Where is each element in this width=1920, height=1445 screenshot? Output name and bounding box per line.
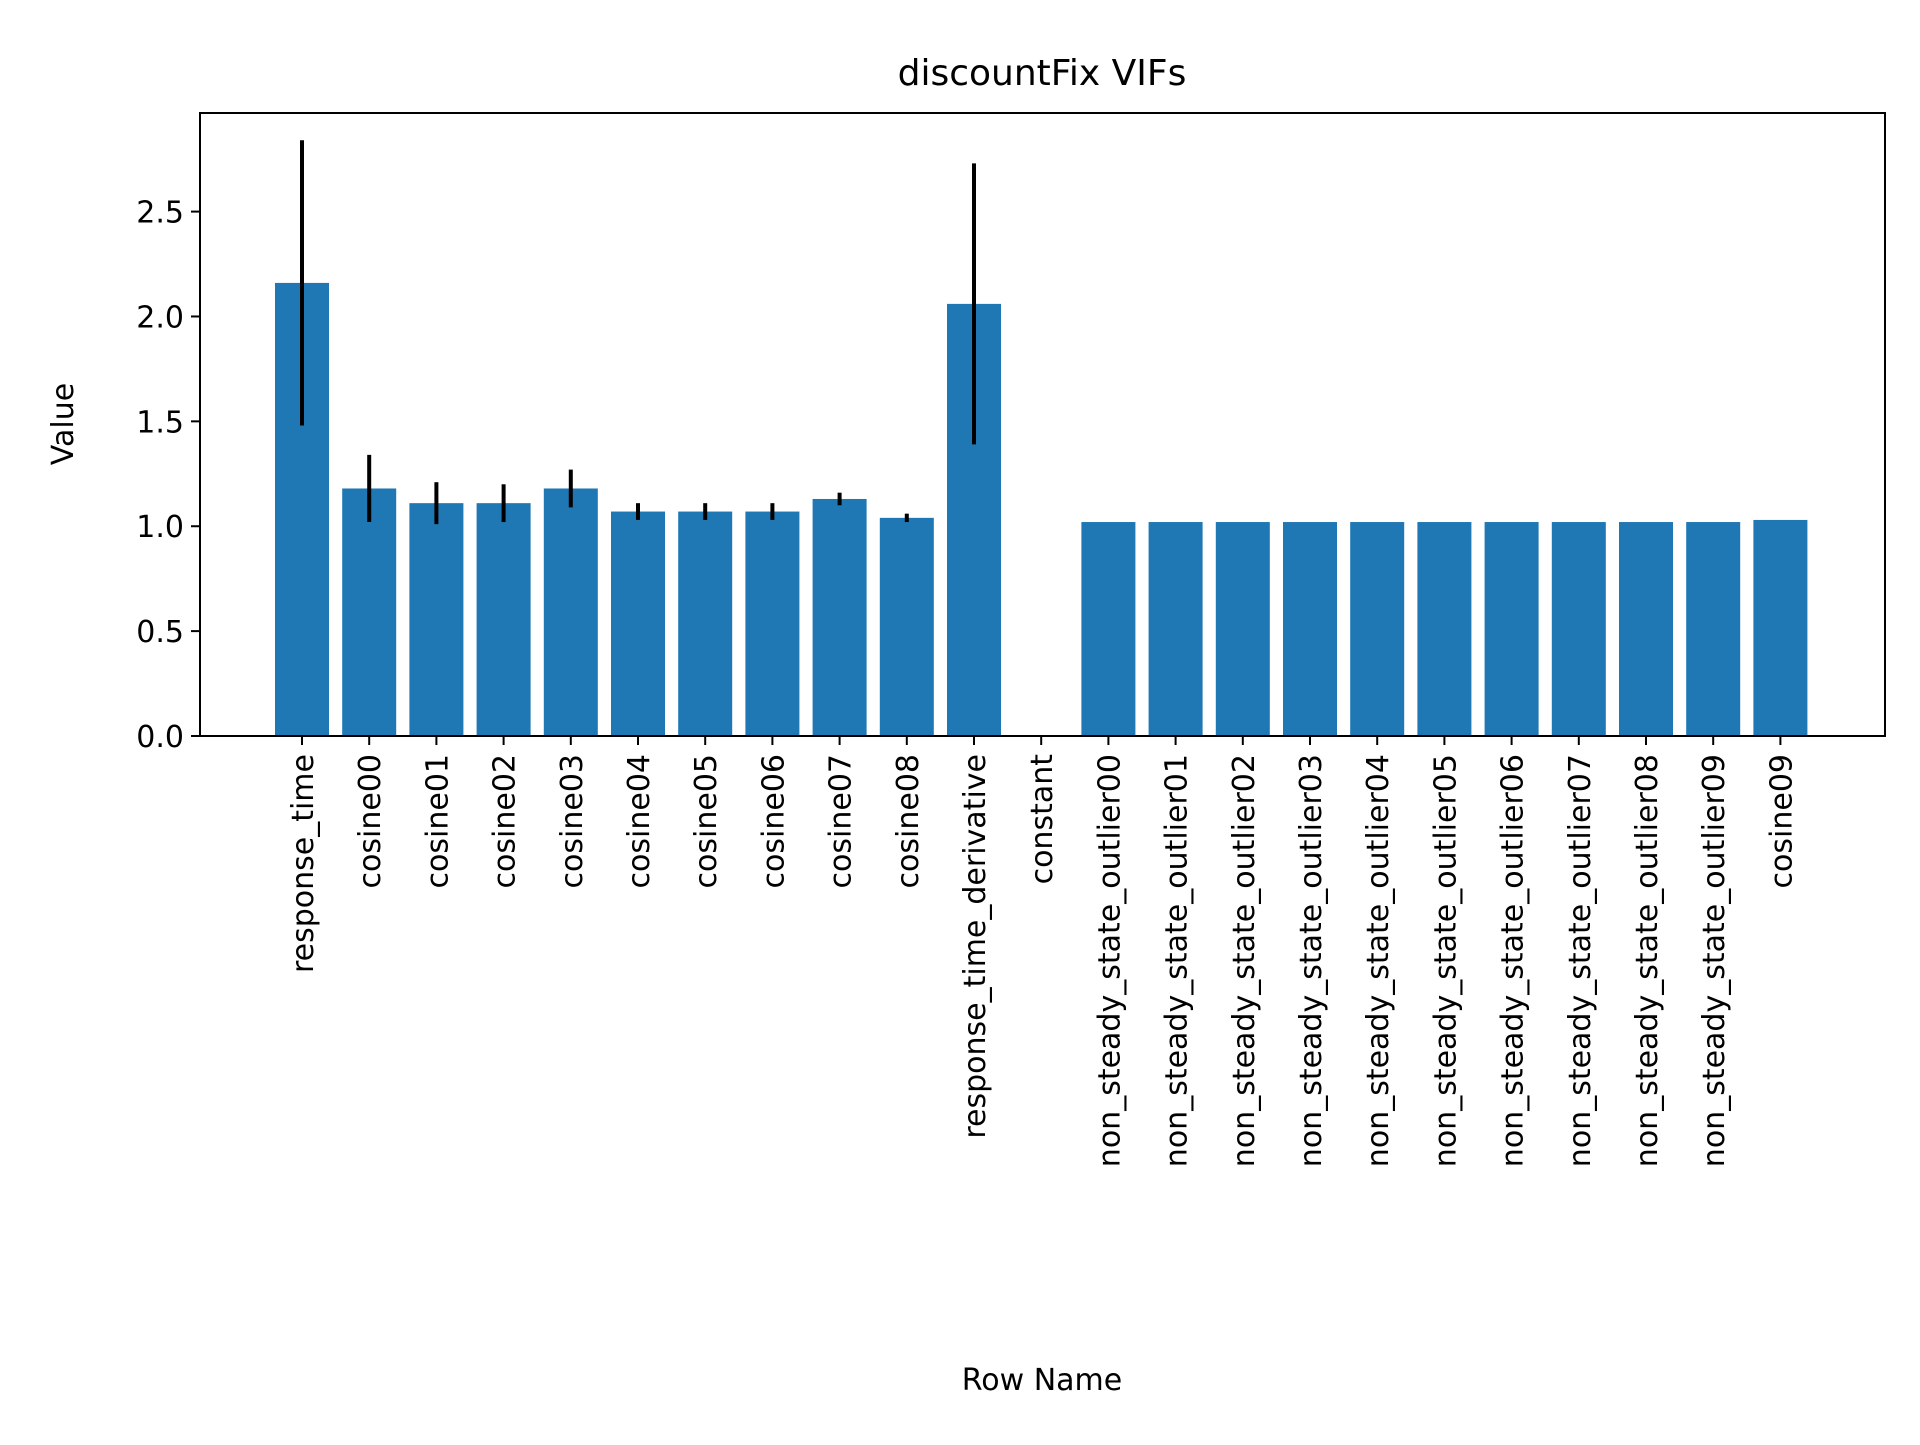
x-tick-label: cosine02 bbox=[488, 754, 523, 888]
bar-cosine05 bbox=[678, 511, 733, 736]
bar-non_steady_state_outlier05 bbox=[1417, 522, 1472, 736]
y-axis: 0.0 0.5 1.0 1.5 2.0 2.5 bbox=[136, 196, 200, 755]
x-tick-label: non_steady_state_outlier00 bbox=[1092, 754, 1127, 1167]
x-tick-label: cosine04 bbox=[622, 754, 657, 888]
bar-non_steady_state_outlier04 bbox=[1350, 522, 1405, 736]
x-tick-label: non_steady_state_outlier08 bbox=[1630, 754, 1665, 1167]
bar-cosine00 bbox=[342, 488, 397, 736]
chart-title: discountFix VIFs bbox=[898, 53, 1187, 94]
bar-non_steady_state_outlier02 bbox=[1215, 522, 1270, 736]
error-bars-group bbox=[300, 140, 976, 525]
bar-non_steady_state_outlier06 bbox=[1484, 522, 1539, 736]
x-tick-label: cosine09 bbox=[1764, 754, 1799, 888]
x-tick-label: cosine06 bbox=[756, 754, 791, 888]
x-tick-label: non_steady_state_outlier02 bbox=[1227, 754, 1262, 1167]
x-tick-label: non_steady_state_outlier06 bbox=[1496, 754, 1531, 1167]
bar-non_steady_state_outlier07 bbox=[1551, 522, 1606, 736]
x-axis-label: Row Name bbox=[962, 1363, 1122, 1398]
x-tick-label: non_steady_state_outlier07 bbox=[1563, 754, 1598, 1167]
bar-cosine06 bbox=[745, 511, 800, 736]
x-axis: response_time cosine00 cosine01 cosine02 cos… bbox=[286, 736, 1799, 1167]
y-axis-label: Value bbox=[46, 383, 81, 465]
x-tick-label: non_steady_state_outlier04 bbox=[1361, 754, 1396, 1167]
x-tick-label: response_time_derivative bbox=[958, 754, 993, 1139]
x-tick-label: non_steady_state_outlier09 bbox=[1697, 754, 1732, 1167]
bar-cosine02 bbox=[476, 503, 531, 736]
y-tick-label: 2.0 bbox=[136, 300, 184, 335]
plot-area-frame bbox=[199, 112, 1886, 737]
y-tick-label: 0.5 bbox=[136, 615, 184, 650]
bar-non_steady_state_outlier08 bbox=[1619, 522, 1673, 736]
bar-cosine09 bbox=[1753, 519, 1808, 736]
x-tick-label: cosine08 bbox=[891, 754, 926, 888]
y-tick-label: 2.5 bbox=[136, 196, 184, 231]
x-tick-label: cosine03 bbox=[555, 754, 590, 888]
bar-non_steady_state_outlier00 bbox=[1081, 522, 1136, 736]
x-tick-label: non_steady_state_outlier03 bbox=[1294, 754, 1329, 1167]
x-tick-label: constant bbox=[1025, 754, 1060, 885]
bars-group bbox=[275, 282, 1808, 736]
x-tick-label: non_steady_state_outlier01 bbox=[1160, 754, 1195, 1167]
bar-cosine08 bbox=[879, 517, 934, 736]
x-tick-label: cosine01 bbox=[420, 754, 455, 888]
bar-cosine07 bbox=[812, 498, 867, 736]
bar-non_steady_state_outlier09 bbox=[1686, 522, 1741, 736]
bar-cosine04 bbox=[611, 511, 665, 736]
y-tick-label: 1.0 bbox=[136, 510, 184, 545]
bar-non_steady_state_outlier03 bbox=[1283, 522, 1337, 736]
y-tick-label: 1.5 bbox=[136, 405, 184, 440]
x-tick-label: cosine05 bbox=[689, 754, 724, 888]
x-tick-label: cosine07 bbox=[824, 754, 859, 888]
bar-non_steady_state_outlier01 bbox=[1148, 522, 1203, 736]
y-tick-label: 0.0 bbox=[136, 720, 184, 755]
x-tick-label: non_steady_state_outlier05 bbox=[1428, 754, 1463, 1167]
bar-cosine01 bbox=[409, 503, 464, 736]
x-tick-label: response_time bbox=[286, 754, 321, 973]
bar-cosine03 bbox=[543, 488, 598, 736]
x-tick-label: cosine00 bbox=[353, 754, 388, 888]
